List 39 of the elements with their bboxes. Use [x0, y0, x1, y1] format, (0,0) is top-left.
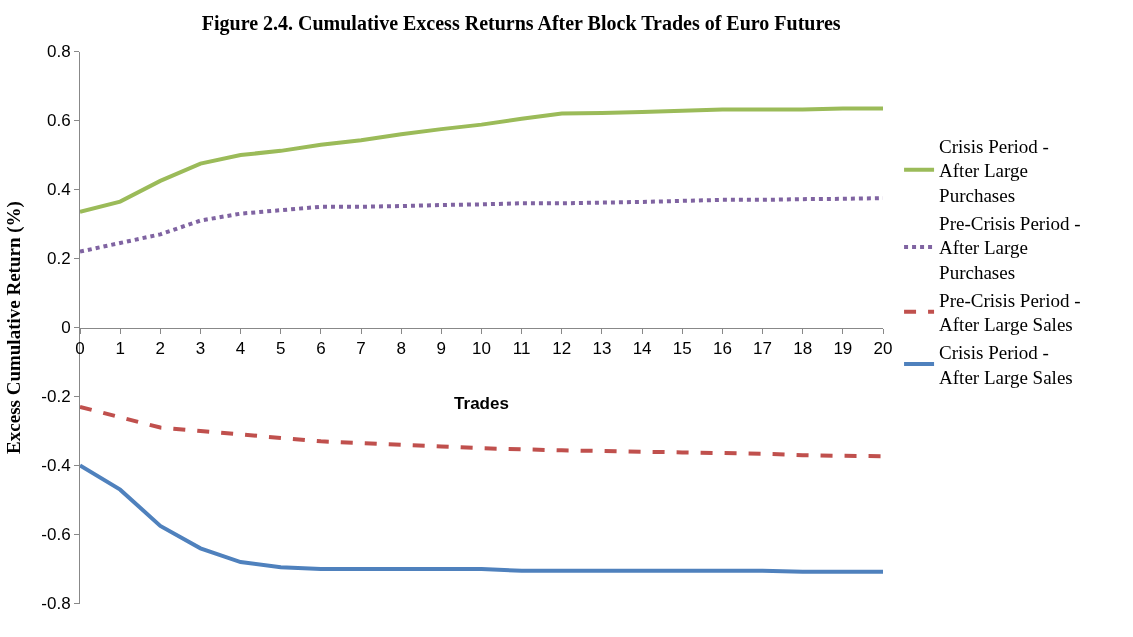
x-tick-label: 10: [472, 338, 491, 358]
line-series: [80, 106, 883, 214]
y-tick-label: -0.4: [41, 456, 71, 476]
x-tick-label: 4: [235, 338, 246, 358]
x-tick-label: 5: [276, 338, 286, 358]
x-tick-label: 16: [712, 338, 732, 358]
x-tick-label: 14: [632, 338, 652, 358]
line-series: [80, 463, 883, 574]
y-tick-label: 0.4: [46, 180, 71, 200]
x-tick-label: 11: [512, 338, 531, 358]
x-tick-label: 17: [753, 338, 773, 358]
x-tick-label: 15: [672, 338, 692, 358]
x-tick-label: 19: [833, 338, 853, 358]
x-tick-label: 6: [316, 338, 326, 358]
y-axis-title: Excess Cumulative Return (%): [3, 201, 26, 454]
chart-title: Figure 2.4. Cumulative Excess Returns After Block Trades of Euro Futures: [201, 11, 841, 35]
x-axis-title: Trades: [454, 394, 509, 414]
y-tick-label: 0.6: [46, 111, 71, 131]
legend-label: Crisis Period - After Large Purchases: [939, 135, 1049, 206]
y-tick-label: 0.8: [46, 42, 71, 62]
x-tick-label: 20: [873, 338, 893, 358]
y-tick-label: -0.6: [41, 525, 71, 545]
y-tick-label: -0.8: [41, 594, 71, 614]
x-tick-label: 7: [356, 338, 366, 358]
y-tick-label: 0.2: [46, 249, 71, 269]
x-tick-label: 12: [552, 338, 572, 358]
x-tick-label: 9: [436, 338, 447, 358]
x-tick-label: 0: [75, 338, 85, 358]
x-tick-label: 8: [396, 338, 406, 358]
y-tick-label: 0: [61, 318, 71, 338]
x-tick-label: 3: [195, 338, 206, 358]
legend-label: Pre-Crisis Period - After Large Sales: [939, 289, 1081, 336]
x-tick-label: 13: [592, 338, 612, 358]
x-tick-label: 2: [155, 338, 166, 358]
x-tick-label: 18: [793, 338, 813, 358]
legend-label: Crisis Period - After Large Sales: [939, 342, 1073, 388]
legend-label: Pre-Crisis Period - After Large Purchases: [939, 212, 1081, 284]
y-tick-label: -0.2: [41, 387, 71, 407]
x-tick-label: 1: [115, 338, 125, 358]
